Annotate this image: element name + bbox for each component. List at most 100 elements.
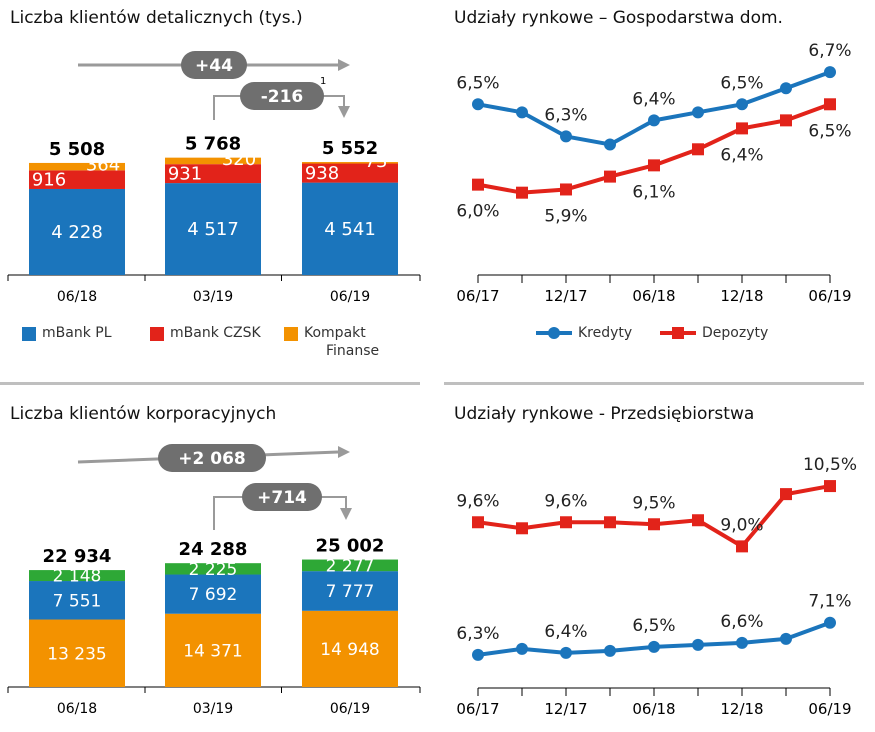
data-label: 6,5% — [720, 73, 763, 93]
bar-segment-1 — [165, 164, 261, 184]
footnote-marker: 1 — [320, 76, 326, 87]
data-point — [736, 98, 748, 111]
legend-label: Depozyty — [702, 325, 769, 341]
bar-value-label: 7 551 — [53, 591, 102, 611]
data-point — [736, 122, 748, 135]
data-point — [604, 170, 616, 183]
legend-swatch — [22, 327, 36, 341]
x-tick-label: 12/18 — [720, 287, 763, 305]
legend-label-line2: Finanse — [326, 343, 380, 359]
legend-marker-line — [536, 327, 572, 339]
x-tick-label: 12/18 — [720, 700, 763, 718]
data-label: 6,4% — [720, 145, 763, 165]
bar-value-label: 364 — [86, 155, 120, 176]
change-total-pill — [158, 444, 266, 472]
x-tick-label: 06/19 — [808, 700, 851, 718]
bar-segment-0 — [29, 188, 125, 275]
bar-segment-0 — [302, 182, 398, 275]
bar-segment-2 — [29, 162, 125, 171]
data-point — [560, 646, 572, 659]
data-label: 6,5% — [456, 73, 499, 93]
bar-total-label: 5 552 — [322, 138, 378, 159]
change-total-label: +44 — [195, 56, 233, 76]
change-arrow-yoy-head — [340, 508, 352, 520]
data-point — [780, 488, 792, 501]
bar-value-label: 2 148 — [53, 567, 102, 587]
x-tick-label: 03/19 — [193, 289, 233, 305]
x-tick-label: 12/17 — [544, 700, 587, 718]
x-tick-label: 06/17 — [456, 287, 499, 305]
bar-segment-1 — [29, 581, 125, 620]
bar-segment-1 — [302, 163, 398, 183]
x-tick-label: 06/17 — [456, 700, 499, 718]
x-tick-label: 06/19 — [330, 289, 370, 305]
data-label: 6,4% — [544, 622, 587, 642]
data-point — [472, 178, 484, 191]
retail-legend: mBank PL mBank CZSK Kompakt Finanse — [22, 324, 422, 364]
bar-value-label: 4 541 — [324, 219, 376, 240]
bar-total-label: 5 768 — [185, 134, 241, 155]
data-point — [780, 82, 792, 95]
change-arrow-total-head — [338, 446, 350, 458]
bar-segment-0 — [165, 613, 261, 687]
bar-total-label: 5 508 — [49, 139, 105, 160]
data-point — [736, 636, 748, 649]
x-tick-label: 06/18 — [632, 700, 675, 718]
data-point — [560, 130, 572, 143]
change-yoy-label: +714 — [257, 488, 307, 508]
change-yoy-pill — [242, 483, 322, 511]
legend-swatch — [284, 327, 298, 341]
data-point — [604, 516, 616, 529]
legend-swatch — [150, 327, 164, 341]
data-label: 7,1% — [808, 592, 851, 612]
bar-value-label: 320 — [222, 149, 256, 170]
corporate-clients-title: Liczba klientów korporacyjnych — [10, 404, 277, 424]
data-point — [648, 518, 660, 531]
data-point — [516, 642, 528, 655]
bar-segment-1 — [29, 170, 125, 189]
households-legend: Kredyty Depozyty — [536, 324, 836, 346]
data-label: 6,4% — [632, 89, 675, 109]
data-label: 6,5% — [808, 121, 851, 141]
bar-total-label: 24 288 — [179, 539, 248, 560]
legend-label: Kredyty — [578, 325, 633, 341]
data-point — [692, 106, 704, 119]
data-point — [604, 644, 616, 657]
bar-value-label: 931 — [168, 164, 202, 185]
data-label: 6,3% — [456, 624, 499, 644]
bar-value-label: 916 — [32, 170, 66, 191]
bar-value-label: 938 — [305, 163, 339, 184]
retail-clients-title: Liczba klientów detalicznych (tys.) — [10, 8, 303, 28]
bar-value-label: 14 371 — [183, 641, 242, 661]
bar-value-label: 4 228 — [51, 222, 103, 243]
households-share-title: Udziały rynkowe – Gospodarstwa dom. — [454, 8, 783, 28]
data-point — [648, 114, 660, 127]
x-tick-label: 06/18 — [632, 287, 675, 305]
x-tick-label: 03/19 — [193, 701, 233, 717]
data-label: 9,6% — [456, 491, 499, 511]
bar-value-label: 2 225 — [189, 560, 238, 580]
change-total-label: +2 068 — [178, 449, 245, 469]
data-label: 10,5% — [803, 455, 857, 475]
data-point — [604, 138, 616, 151]
change-total-pill — [181, 51, 247, 79]
bar-total-label: 22 934 — [43, 546, 112, 567]
bar-value-label: 7 692 — [189, 585, 238, 605]
data-point — [824, 480, 836, 493]
data-point — [780, 114, 792, 127]
bar-total-label: 25 002 — [316, 536, 385, 557]
data-label: 6,0% — [456, 202, 499, 222]
bar-segment-2 — [302, 559, 398, 572]
data-point — [472, 648, 484, 661]
data-point — [516, 106, 528, 119]
x-tick-label: 06/18 — [57, 701, 97, 717]
data-point — [648, 159, 660, 172]
data-label: 9,5% — [632, 493, 675, 513]
data-point — [472, 98, 484, 111]
separator-right — [444, 382, 864, 385]
data-point — [692, 143, 704, 156]
